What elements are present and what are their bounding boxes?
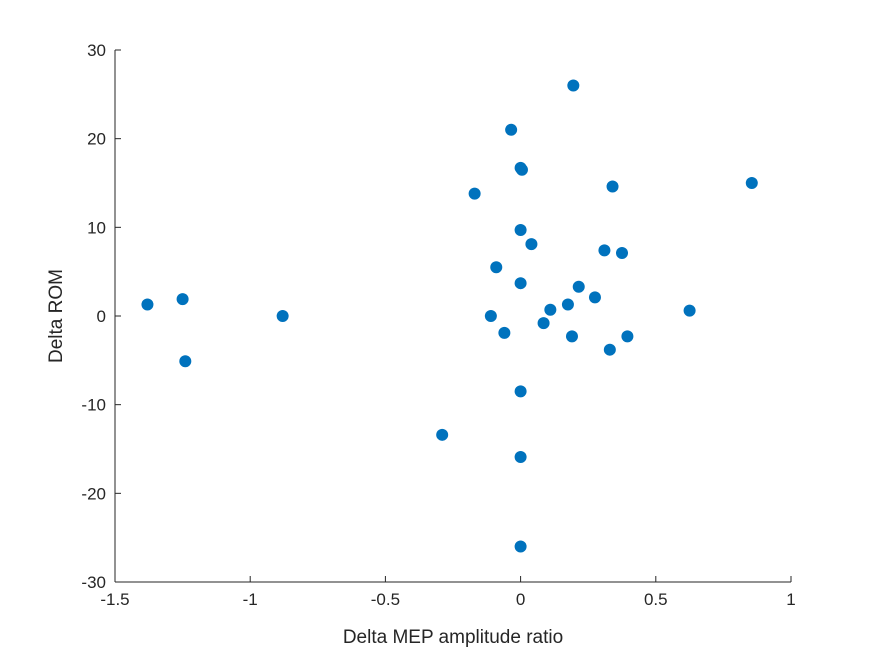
data-point <box>514 540 527 553</box>
data-point <box>565 330 578 343</box>
data-point <box>621 330 634 343</box>
y-tick-label: -30 <box>81 573 106 592</box>
x-axis-label: Delta MEP amplitude ratio <box>343 627 563 648</box>
x-tick-label: 1 <box>786 590 795 609</box>
y-tick-label: 0 <box>97 307 106 326</box>
data-point <box>436 428 449 441</box>
data-point <box>603 343 616 356</box>
x-tick-label: 0.5 <box>644 590 668 609</box>
data-point <box>176 293 189 306</box>
data-point <box>606 180 619 193</box>
data-point <box>514 223 527 236</box>
axes: -1.5 -1 -0.5 0 0.5 1 -30 -20 -10 0 10 20 30 <box>81 41 795 609</box>
data-point <box>276 310 289 322</box>
y-tick-label: 20 <box>87 130 106 149</box>
x-tick-label: -1.5 <box>100 590 129 609</box>
data-point <box>514 385 527 398</box>
data-point <box>561 298 574 311</box>
data-point <box>514 450 527 463</box>
data-point <box>490 261 503 274</box>
y-axis-label: Delta ROM <box>46 269 67 363</box>
data-point <box>572 280 585 293</box>
data-point <box>598 244 611 257</box>
x-tick-label: -1 <box>243 590 258 609</box>
data-point <box>141 298 154 311</box>
data-point <box>484 310 497 322</box>
data-point <box>498 326 511 339</box>
data-point <box>537 317 550 330</box>
data-point <box>544 303 557 316</box>
y-tick-label: 10 <box>87 218 106 237</box>
y-tick-label: -10 <box>81 396 106 415</box>
data-point <box>515 163 528 176</box>
data-point <box>179 355 192 368</box>
data-point <box>468 187 481 200</box>
data-point <box>514 277 527 290</box>
data-point <box>616 247 628 260</box>
y-tick-label: 30 <box>87 41 106 60</box>
data-point <box>745 177 758 189</box>
x-tick-label: 0 <box>516 590 525 609</box>
data-points <box>141 79 758 553</box>
data-point <box>588 291 601 304</box>
y-tick-label: -20 <box>81 484 106 503</box>
data-point <box>683 304 696 317</box>
data-point <box>505 123 518 136</box>
x-tick-label: -0.5 <box>371 590 400 609</box>
data-point <box>567 79 580 92</box>
data-point <box>525 238 538 251</box>
